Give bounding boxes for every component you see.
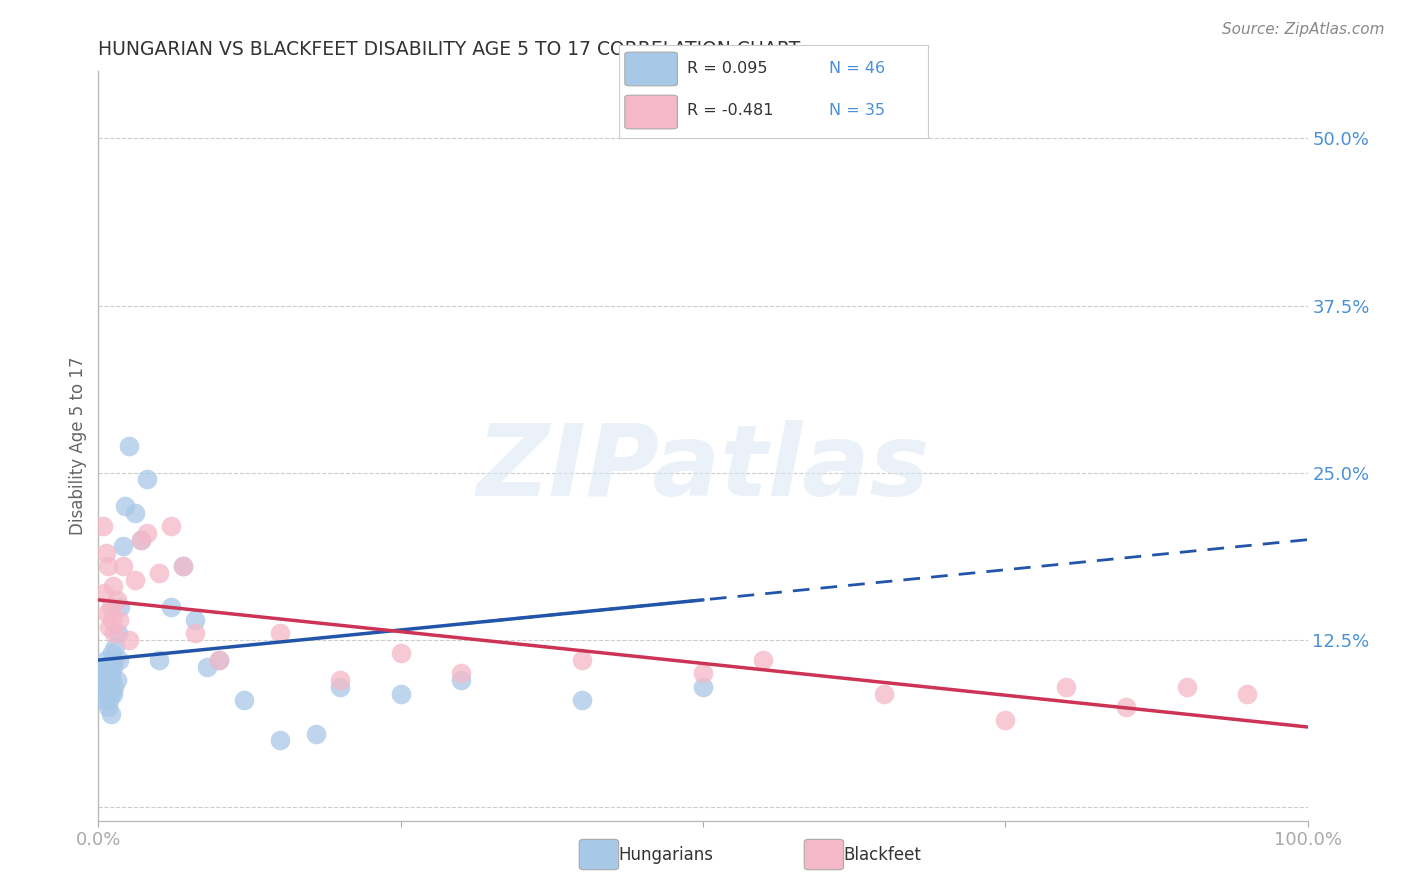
Point: [389, 687, 412, 701]
Point: [994, 714, 1017, 728]
Point: [94, 680, 117, 694]
Point: [118, 633, 141, 648]
Point: [100, 613, 122, 627]
Point: [98, 693, 121, 707]
Point: [97, 699, 120, 714]
Point: [98, 620, 121, 634]
Point: [101, 687, 124, 701]
Text: HUNGARIAN VS BLACKFEET DISABILITY AGE 5 TO 17 CORRELATION CHART: HUNGARIAN VS BLACKFEET DISABILITY AGE 5 …: [98, 39, 800, 59]
Text: R = -0.481: R = -0.481: [686, 103, 773, 118]
Point: [329, 680, 352, 694]
Point: [97, 559, 120, 574]
Point: [124, 573, 146, 587]
Point: [1054, 680, 1077, 694]
Point: [91, 666, 114, 681]
Point: [450, 666, 472, 681]
Point: [208, 653, 231, 667]
Point: [124, 506, 146, 520]
Point: [184, 613, 207, 627]
Point: [571, 653, 593, 667]
Point: [100, 673, 122, 688]
Point: [100, 687, 122, 701]
Y-axis label: Disability Age 5 to 17: Disability Age 5 to 17: [69, 357, 87, 535]
Point: [305, 726, 328, 740]
Point: [111, 559, 134, 574]
Point: [104, 640, 127, 654]
Point: [160, 599, 183, 614]
Point: [1175, 680, 1198, 694]
Point: [135, 473, 157, 487]
Point: [103, 653, 125, 667]
Point: [96, 673, 118, 688]
Point: [129, 533, 152, 547]
Point: [111, 539, 134, 553]
Point: [692, 680, 714, 694]
Point: [107, 626, 129, 640]
FancyBboxPatch shape: [624, 95, 678, 129]
Text: Source: ZipAtlas.com: Source: ZipAtlas.com: [1222, 22, 1385, 37]
Point: [101, 580, 124, 594]
Point: [148, 566, 170, 581]
Text: R = 0.095: R = 0.095: [686, 61, 768, 76]
Point: [118, 439, 141, 453]
Point: [93, 586, 115, 600]
Point: [114, 500, 136, 514]
Point: [108, 653, 131, 667]
Point: [752, 653, 775, 667]
Point: [1236, 687, 1258, 701]
Point: [93, 660, 115, 674]
Point: [105, 593, 128, 607]
Point: [103, 680, 125, 694]
Text: Hungarians: Hungarians: [619, 846, 714, 863]
Point: [135, 526, 157, 541]
Point: [96, 687, 118, 701]
Point: [100, 666, 122, 681]
Point: [94, 653, 117, 667]
Text: ZIPatlas: ZIPatlas: [477, 420, 929, 517]
Text: Blackfeet: Blackfeet: [844, 846, 921, 863]
Point: [108, 599, 131, 614]
Point: [232, 693, 254, 707]
Point: [172, 559, 194, 574]
Point: [91, 519, 114, 533]
Point: [96, 607, 118, 621]
Point: [100, 646, 122, 660]
Point: [389, 646, 412, 660]
Point: [97, 666, 120, 681]
FancyBboxPatch shape: [624, 52, 678, 86]
Point: [692, 666, 714, 681]
Point: [873, 687, 896, 701]
Point: [93, 693, 115, 707]
Point: [100, 706, 122, 721]
Point: [195, 660, 218, 674]
Point: [100, 599, 122, 614]
Point: [129, 533, 152, 547]
Point: [172, 559, 194, 574]
Point: [148, 653, 170, 667]
Point: [101, 660, 124, 674]
Point: [184, 626, 207, 640]
Text: N = 35: N = 35: [830, 103, 884, 118]
Point: [108, 613, 131, 627]
Point: [329, 673, 352, 688]
Point: [269, 626, 291, 640]
Point: [269, 733, 291, 747]
Point: [208, 653, 231, 667]
Point: [105, 673, 128, 688]
Point: [98, 680, 121, 694]
Point: [91, 673, 114, 688]
Point: [1115, 699, 1137, 714]
Point: [103, 626, 125, 640]
Text: N = 46: N = 46: [830, 61, 886, 76]
Point: [94, 546, 117, 560]
Point: [160, 519, 183, 533]
Point: [450, 673, 472, 688]
Point: [571, 693, 593, 707]
